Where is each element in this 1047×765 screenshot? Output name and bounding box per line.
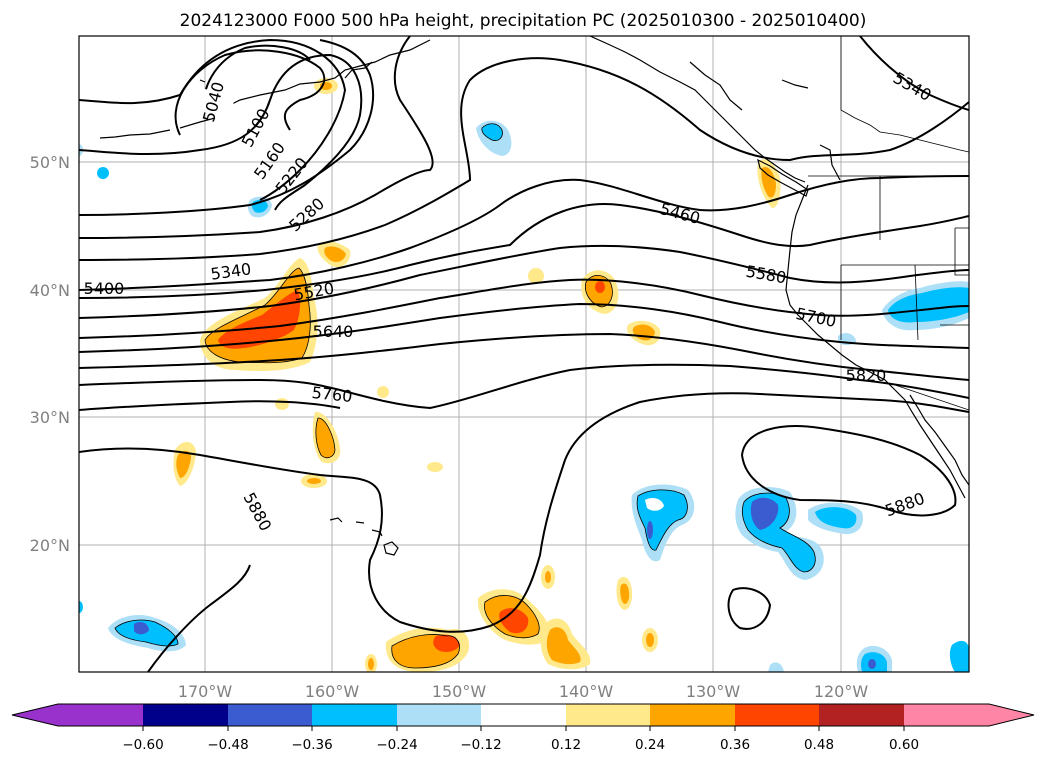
coastlines xyxy=(99,36,969,556)
lon-label-130w: 130°W xyxy=(686,682,741,701)
colorbar-cell xyxy=(143,704,228,726)
colorbar-cell xyxy=(312,704,397,726)
colorbar-cell xyxy=(650,704,735,726)
colorbar-cell xyxy=(904,704,989,726)
plot-area: 5040 5100 5160 5220 5280 5340 5400 5460 … xyxy=(79,36,969,672)
chart-title: 2024123000 F000 500 hPa height, precipit… xyxy=(180,11,867,31)
lat-label-50n: 50°N xyxy=(30,153,70,172)
lon-label-140w: 140°W xyxy=(559,682,614,701)
colorbar-cell xyxy=(228,704,312,726)
contour-label-5820: 5820 xyxy=(846,366,887,385)
colorbar-extend-max xyxy=(989,704,1034,726)
colorbar-cell xyxy=(819,704,904,726)
precip-negative xyxy=(79,120,969,672)
lon-label-120w: 120°W xyxy=(814,682,869,701)
colorbar-tick-label: 0.12 xyxy=(551,737,581,753)
colorbar-tick-label: −0.48 xyxy=(207,737,248,753)
contour-label-5400: 5400 xyxy=(84,279,125,298)
colorbar-tick-label: −0.24 xyxy=(376,737,417,753)
lat-label-20n: 20°N xyxy=(30,536,70,555)
colorbar-cell xyxy=(58,704,143,726)
colorbar-tick-label: 0.24 xyxy=(635,737,665,753)
lon-label-150w: 150°W xyxy=(432,682,487,701)
colorbar-tick-label: 0.60 xyxy=(889,737,919,753)
colorbar-tick-label: −0.36 xyxy=(291,737,332,753)
colorbar-cell xyxy=(481,704,566,726)
colorbar-tick-label: −0.60 xyxy=(122,737,163,753)
colorbar-cell xyxy=(735,704,819,726)
colorbar-tick-label: 0.48 xyxy=(804,737,834,753)
colorbar-cell xyxy=(397,704,481,726)
colorbar-extend-min xyxy=(12,704,58,726)
contour-label-5760: 5760 xyxy=(311,383,353,406)
colorbar: −0.60 −0.48 −0.36 −0.24 −0.12 0.12 0.24 … xyxy=(11,703,1035,753)
colorbar-tick-label: −0.12 xyxy=(460,737,501,753)
colorbar-tick-label: 0.36 xyxy=(720,737,750,753)
colorbar-cell xyxy=(566,704,650,726)
lon-label-160w: 160°W xyxy=(305,682,360,701)
lat-label-30n: 30°N xyxy=(30,408,70,427)
lon-label-170w: 170°W xyxy=(178,682,233,701)
lat-axis-labels: 50°N 40°N 30°N 20°N xyxy=(30,153,70,555)
contour-label-5640: 5640 xyxy=(313,322,354,341)
plot-frame xyxy=(78,35,970,673)
lon-axis-labels: 170°W 160°W 150°W 140°W 130°W 120°W xyxy=(178,682,869,701)
lat-label-40n: 40°N xyxy=(30,281,70,300)
height-contours xyxy=(79,36,969,672)
